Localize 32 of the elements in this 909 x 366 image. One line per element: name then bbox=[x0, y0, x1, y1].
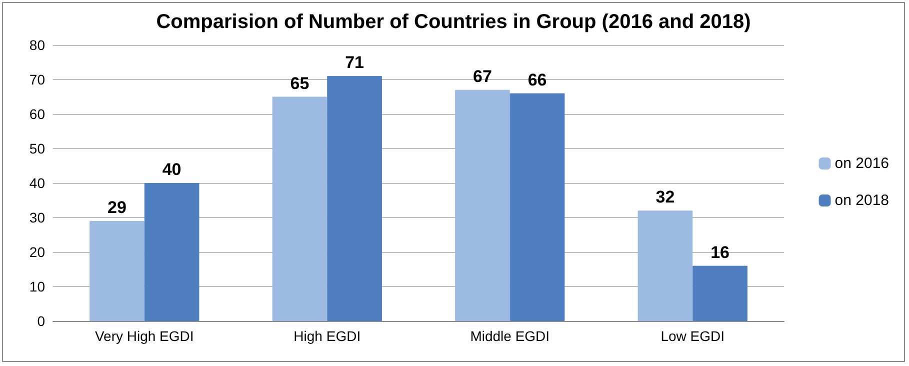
y-tick-label: 50 bbox=[29, 140, 46, 156]
bar bbox=[272, 96, 328, 321]
bar bbox=[510, 93, 565, 321]
data-label: 65 bbox=[290, 74, 310, 93]
legend-label: on 2016 bbox=[834, 155, 890, 172]
bar bbox=[90, 220, 144, 321]
y-tick-label: 10 bbox=[29, 278, 46, 294]
legend-label: on 2018 bbox=[834, 192, 890, 209]
data-label: 71 bbox=[345, 53, 364, 72]
y-tick-label: 60 bbox=[29, 106, 46, 122]
y-tick-label: 80 bbox=[29, 37, 46, 53]
y-tick-label: 30 bbox=[29, 210, 46, 226]
y-tick-label: 70 bbox=[29, 72, 46, 88]
x-tick-label: Middle EGDI bbox=[470, 328, 550, 344]
bar bbox=[144, 183, 200, 321]
x-tick-label: High EGDI bbox=[294, 328, 361, 344]
x-tick-label: Very High EGDI bbox=[94, 328, 194, 344]
data-label: 16 bbox=[710, 242, 730, 262]
data-label: 40 bbox=[162, 160, 182, 179]
y-tick-label: 40 bbox=[29, 175, 46, 191]
x-tick-label: Low EGDI bbox=[660, 328, 725, 344]
chart-title: Comparision of Number of Countries in Group (2016 and 2018) bbox=[156, 11, 751, 33]
bar bbox=[455, 90, 510, 321]
bar bbox=[692, 266, 748, 321]
y-tick-label: 0 bbox=[37, 313, 46, 329]
y-tick-label: 20 bbox=[29, 244, 46, 260]
bar bbox=[638, 210, 693, 321]
data-label: 32 bbox=[656, 188, 675, 207]
data-label: 29 bbox=[108, 198, 126, 217]
data-label: 67 bbox=[473, 66, 492, 86]
data-label: 66 bbox=[528, 70, 547, 90]
bar bbox=[327, 76, 382, 321]
